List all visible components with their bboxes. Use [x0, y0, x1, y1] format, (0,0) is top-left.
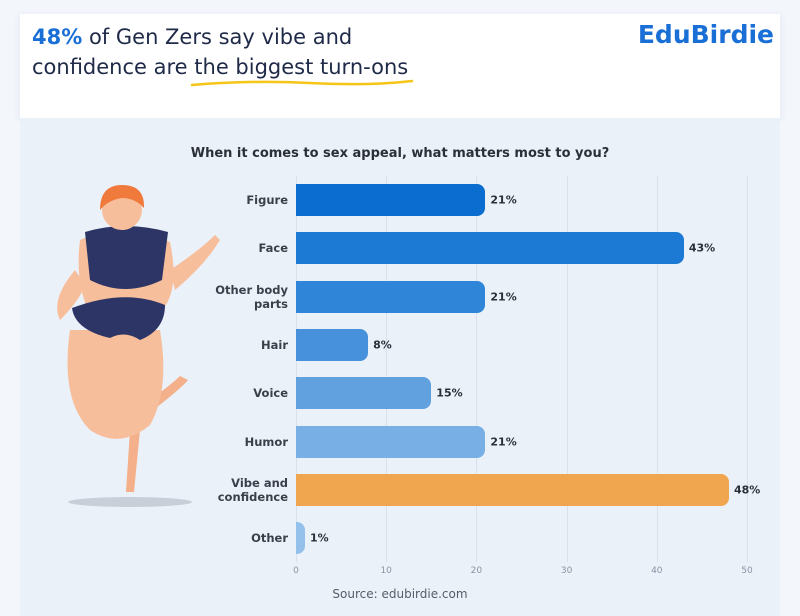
bar [296, 425, 486, 458]
value-label: 43% [688, 241, 716, 255]
x-tick-label: 20 [470, 566, 483, 576]
category-label: Humor [244, 434, 288, 449]
category-label: Hair [261, 337, 288, 352]
headline-underlined-text: the biggest turn-ons [194, 55, 409, 79]
value-label: 48% [733, 483, 761, 497]
x-tick-label: 10 [380, 566, 392, 576]
category-label: Figure [246, 193, 288, 207]
illustration [57, 185, 220, 507]
grid-line [747, 176, 748, 562]
headline-text: of Gen Zers say vibe and confidence are [32, 25, 353, 79]
bar [296, 184, 486, 216]
value-label: 8% [373, 338, 392, 352]
x-tick-label: 0 [293, 566, 299, 576]
category-label: Vibe and confidence [217, 475, 288, 504]
chart-title: When it comes to sex appeal, what matter… [190, 146, 610, 161]
grid-line [566, 176, 568, 562]
category-label: Other [251, 531, 288, 546]
x-tick-label: 40 [651, 566, 663, 576]
headline-highlight: 48% [32, 25, 83, 49]
bar [296, 280, 486, 313]
value-label: 21% [490, 193, 517, 207]
value-label: 1% [310, 531, 329, 545]
grid-line [476, 176, 478, 562]
grid-line [386, 176, 388, 562]
source-note: Source: edubirdie.com [332, 587, 468, 601]
bar [296, 522, 306, 555]
header [20, 14, 780, 118]
underline-stroke [191, 79, 414, 87]
brand-logo: EduBirdie [637, 20, 774, 49]
bar [296, 377, 432, 410]
headline: 48% of Gen Zers say vibe and confidence … [32, 22, 432, 87]
grid-line [656, 176, 658, 562]
bar [296, 232, 684, 265]
value-label: 21% [490, 435, 517, 448]
bar [296, 328, 369, 361]
category-label: Other body parts [215, 282, 288, 311]
bar [296, 473, 729, 506]
category-label: Voice [253, 386, 288, 401]
headline-underlined: the biggest turn-ons [191, 52, 414, 87]
value-label: 15% [436, 386, 463, 400]
category-label: Face [258, 241, 288, 256]
x-tick-label: 30 [560, 566, 573, 576]
x-tick-label: 50 [741, 566, 753, 576]
value-label: 21% [490, 290, 517, 304]
grid-line [296, 176, 297, 562]
